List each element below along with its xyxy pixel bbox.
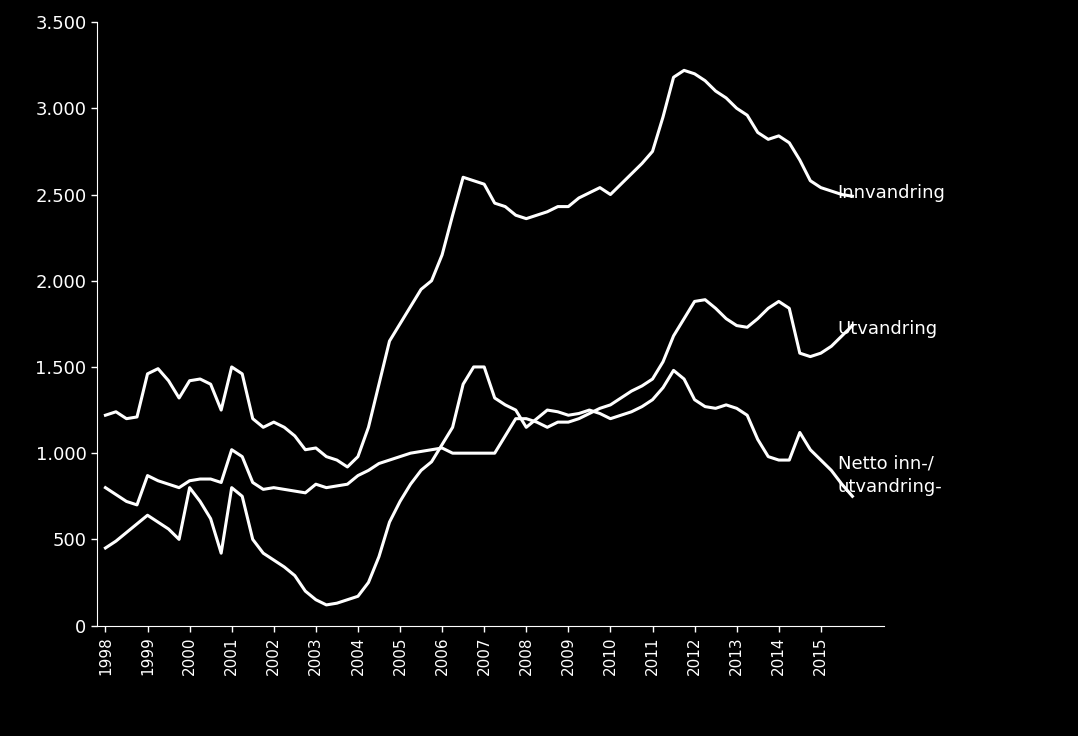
Text: Innvandring: Innvandring	[838, 184, 945, 202]
Text: Utvandring: Utvandring	[838, 320, 938, 338]
Text: Netto inn-/
utvandring-: Netto inn-/ utvandring-	[838, 455, 942, 496]
